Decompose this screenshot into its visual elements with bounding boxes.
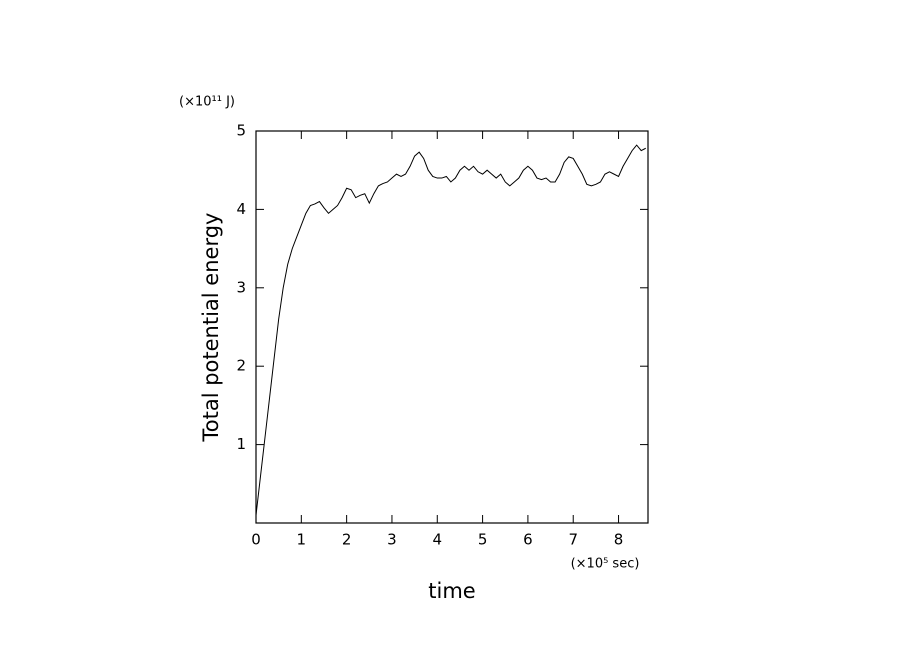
x-tick-label: 5 [478, 531, 488, 549]
x-tick-label: 3 [387, 531, 397, 549]
x-tick-label: 8 [614, 531, 624, 549]
x-tick-label: 0 [251, 531, 261, 549]
y-unit: (×10¹¹ J) [179, 95, 235, 110]
y-tick-label: 5 [236, 122, 246, 140]
x-tick-label: 6 [523, 531, 533, 549]
x-unit: (×10⁵ sec) [571, 557, 640, 572]
y-tick-label: 1 [236, 435, 246, 453]
plot-frame [255, 130, 649, 524]
x-tick-label: 2 [342, 531, 352, 549]
y-tick-label: 2 [236, 357, 246, 375]
x-tick-label: 4 [432, 531, 442, 549]
x-axis-label: time [428, 579, 475, 603]
x-tick-label: 7 [568, 531, 578, 549]
y-tick-label: 3 [236, 278, 246, 296]
x-tick-label: 1 [297, 531, 307, 549]
y-axis-label: Total potential energy [199, 213, 223, 443]
y-tick-label: 4 [236, 200, 246, 218]
data-line [255, 144, 646, 516]
